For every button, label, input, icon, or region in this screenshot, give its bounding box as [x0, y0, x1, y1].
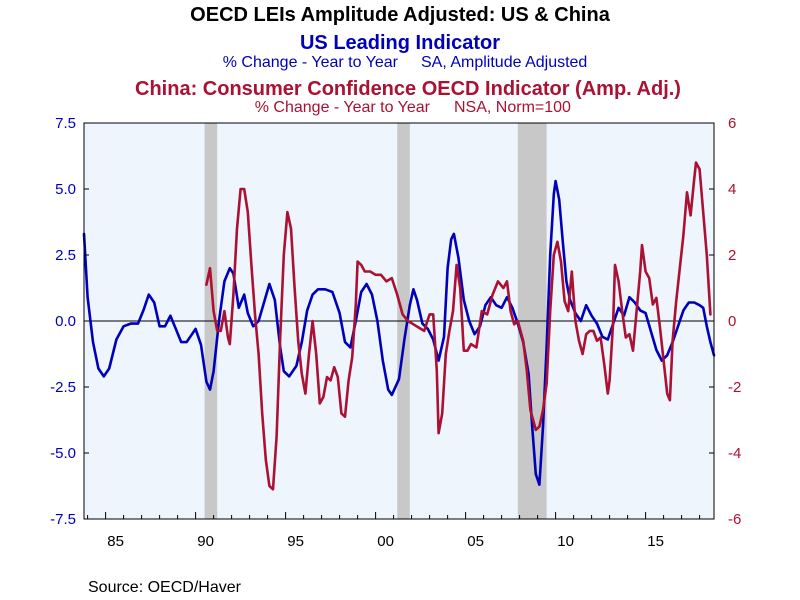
x-tick-label: 00 [377, 533, 394, 550]
right-tick-label: 2 [728, 247, 736, 264]
x-tick-label: 85 [107, 533, 124, 550]
us-series-subtitle-left: % Change - Year to Year [223, 54, 399, 71]
us-series-subtitle-right: SA, Amplitude Adjusted [421, 54, 587, 71]
right-tick-label: 0 [728, 313, 736, 330]
source-note: Source: OECD/Haver [88, 579, 242, 596]
x-tick-label: 90 [197, 533, 214, 550]
right-tick-label: -2 [728, 379, 741, 396]
left-tick-label: -5.0 [50, 445, 76, 462]
x-tick-label: 10 [557, 533, 574, 550]
right-tick-label: -4 [728, 445, 741, 462]
us-leading-indicator-line [82, 179, 716, 486]
right-tick-label: -6 [728, 511, 741, 528]
china-series-subtitle-left: % Change - Year to Year [255, 99, 431, 116]
left-tick-label: 2.5 [55, 247, 76, 264]
left-tick-label: 7.5 [55, 115, 76, 132]
left-tick-label: 0.0 [55, 313, 76, 330]
china-series-subtitle-right: NSA, Norm=100 [454, 99, 571, 116]
left-tick-label: -7.5 [50, 511, 76, 528]
china-series-title: China: Consumer Confidence OECD Indicato… [135, 78, 681, 100]
x-tick-label: 15 [647, 533, 664, 550]
right-tick-label: 6 [728, 115, 736, 132]
left-tick-label: 5.0 [55, 181, 76, 198]
us-series-title: US Leading Indicator [300, 32, 500, 54]
right-tick-label: 4 [728, 181, 736, 198]
chart-title: OECD LEIs Amplitude Adjusted: US & China [190, 4, 611, 26]
left-tick-label: -2.5 [50, 379, 76, 396]
china-consumer-confidence-line [205, 161, 712, 491]
x-tick-label: 95 [287, 533, 304, 550]
x-tick-label: 05 [467, 533, 484, 550]
